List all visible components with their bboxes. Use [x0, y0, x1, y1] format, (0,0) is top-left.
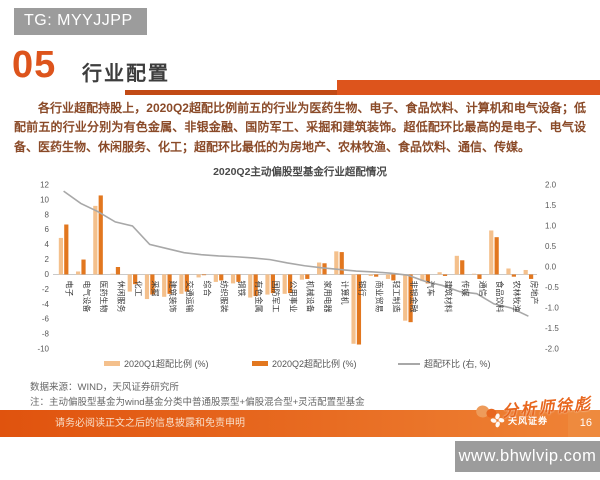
legend-swatch-line-icon: [398, 362, 420, 365]
svg-text:采掘: 采掘: [151, 280, 161, 296]
legend-item-mom: 超配环比 (右, %): [398, 357, 491, 370]
page-number-box: [568, 410, 600, 437]
svg-text:医药生物: 医药生物: [99, 280, 109, 312]
svg-text:交通运输: 交通运输: [185, 280, 195, 312]
svg-text:0.0: 0.0: [545, 263, 557, 272]
svg-text:4: 4: [45, 240, 50, 249]
svg-text:12: 12: [40, 181, 49, 190]
legend-swatch-q1-icon: [104, 361, 120, 366]
svg-text:8: 8: [45, 210, 50, 219]
page-title: 行业配置: [82, 63, 170, 85]
svg-text:食品饮料: 食品饮料: [495, 280, 505, 312]
svg-text:1.5: 1.5: [545, 201, 557, 210]
tianfeng-flower-icon: [490, 413, 505, 428]
svg-text:综合: 综合: [202, 280, 212, 296]
svg-text:2: 2: [45, 255, 50, 264]
svg-text:6: 6: [45, 225, 50, 234]
svg-text:休闲服务: 休闲服务: [116, 280, 126, 312]
svg-text:传媒: 传媒: [461, 280, 471, 296]
tg-badge: TG: MYYJJPP: [14, 8, 147, 35]
svg-text:-2.0: -2.0: [545, 345, 559, 354]
svg-text:电子: 电子: [65, 280, 75, 296]
footer-bar: 请务必阅读正文之后的信息披露和免责申明 天风证券 16: [0, 410, 600, 437]
svg-text:银行: 银行: [357, 280, 367, 296]
svg-text:房地产: 房地产: [529, 280, 539, 304]
svg-text:-8: -8: [42, 330, 50, 339]
svg-text:2.0: 2.0: [545, 181, 557, 190]
methodology-note: 注：主动偏股型基金为wind基金分类中普通股票型+偏股混合型+灵活配置型基金: [30, 397, 365, 408]
svg-text:国防军工: 国防军工: [271, 280, 281, 312]
url-watermark: www.bhwlvip.com: [455, 441, 600, 472]
section-number: 05: [12, 44, 57, 86]
svg-text:商业贸易: 商业贸易: [374, 280, 384, 312]
svg-text:-0.5: -0.5: [545, 283, 559, 292]
svg-text:家用电器: 家用电器: [323, 280, 333, 312]
legend-swatch-q2-icon: [252, 361, 268, 366]
legend-item-q1: 2020Q1超配比例 (%): [104, 357, 209, 370]
chart-title: 2020Q2主动偏股型基金行业超配情况: [213, 166, 387, 178]
brand-logo: 天风证券: [490, 413, 548, 428]
svg-text:计算机: 计算机: [340, 280, 350, 304]
allocation-chart: 12 10 8 6 4 2 0 -2 -4 -6 -8 -10 2.0 1.5 1.0 0.5 0.0 -0.5 -…: [25, 177, 580, 357]
svg-text:10: 10: [40, 195, 49, 204]
svg-text:非银金融: 非银金融: [409, 280, 419, 312]
svg-text:-4: -4: [42, 300, 50, 309]
summary-paragraph: 各行业超配持股上，2020Q2超配比例前五的行业为医药生物、电子、食品饮料、计算…: [14, 101, 586, 154]
analyst-watermark-icon: [475, 402, 499, 420]
svg-text:建筑装饰: 建筑装饰: [168, 280, 178, 312]
legend-label-q2: 2020Q2超配比例 (%): [272, 359, 357, 369]
svg-text:通信: 通信: [478, 280, 488, 296]
svg-text:0.5: 0.5: [545, 242, 557, 251]
svg-text:-10: -10: [37, 345, 49, 354]
legend-item-q2: 2020Q2超配比例 (%): [252, 357, 357, 370]
svg-text:汽车: 汽车: [426, 280, 436, 296]
title-rule-thin: [125, 90, 337, 95]
svg-text:-1.0: -1.0: [545, 304, 559, 313]
legend-label-mom: 超配环比 (右, %): [424, 359, 491, 369]
svg-text:0: 0: [45, 270, 50, 279]
svg-text:农林牧渔: 农林牧渔: [512, 280, 522, 312]
brand-name: 天风证券: [508, 416, 549, 426]
footer-disclaimer: 请务必阅读正文之后的信息披露和免责申明: [55, 418, 245, 429]
page-number: 16: [579, 417, 592, 429]
svg-text:机械设备: 机械设备: [306, 280, 316, 312]
allocation-chart-svg: 12 10 8 6 4 2 0 -2 -4 -6 -8 -10 2.0 1.5 1.0 0.5 0.0 -0.5 -…: [37, 181, 559, 354]
svg-text:公用事业: 公用事业: [288, 280, 298, 312]
data-source-note: 数据来源：WIND，天风证券研究所: [30, 382, 179, 393]
svg-text:轻工制造: 轻工制造: [392, 280, 402, 312]
svg-text:钢铁: 钢铁: [237, 280, 247, 296]
chart-legend: 2020Q1超配比例 (%) 2020Q2超配比例 (%) 超配环比 (右, %…: [0, 357, 600, 371]
svg-text:纺织服装: 纺织服装: [220, 280, 230, 312]
svg-text:化工: 化工: [133, 280, 143, 296]
svg-text:-6: -6: [42, 315, 50, 324]
svg-text:-1.5: -1.5: [545, 324, 559, 333]
title-rule-thick: [337, 80, 600, 95]
svg-text:有色金属: 有色金属: [254, 280, 264, 312]
svg-text:电气设备: 电气设备: [82, 280, 92, 312]
legend-label-q1: 2020Q1超配比例 (%): [124, 359, 209, 369]
svg-text:建筑材料: 建筑材料: [443, 280, 453, 312]
svg-text:-2: -2: [42, 285, 50, 294]
svg-text:1.0: 1.0: [545, 222, 557, 231]
